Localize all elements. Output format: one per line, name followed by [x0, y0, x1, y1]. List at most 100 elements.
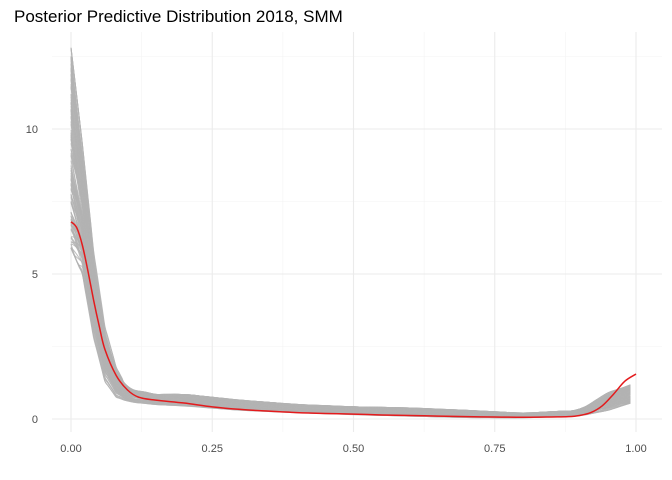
replicate-density-line — [70, 203, 631, 415]
replicate-density-line — [70, 139, 631, 414]
x-tick-label: 0.75 — [484, 443, 505, 455]
replicate-density-line — [70, 47, 631, 415]
replicate-density-line — [70, 77, 631, 416]
replicate-density-line — [70, 178, 631, 417]
replicate-density-line — [70, 180, 631, 415]
replicate-density-line — [70, 243, 631, 419]
replicate-density-line — [70, 67, 631, 417]
replicate-density-line — [70, 247, 631, 415]
replicate-density-line — [70, 79, 631, 418]
replicate-density-line — [70, 117, 631, 418]
replicate-density-line — [70, 229, 631, 418]
y-tick-label: 0 — [32, 414, 38, 426]
replicate-density-line — [70, 216, 631, 416]
replicate-density-line — [70, 63, 631, 418]
replicate-density-line — [70, 241, 631, 414]
y-tick-label: 10 — [26, 124, 38, 136]
replicate-density-line — [70, 155, 631, 414]
replicate-density-line — [70, 57, 631, 419]
replicate-density-line — [70, 212, 631, 416]
replicate-density-line — [70, 134, 631, 416]
replicate-density-line — [70, 47, 631, 416]
y-axis-ticks: 0 5 10 — [26, 124, 38, 426]
replicate-density-line — [70, 74, 631, 416]
replicate-density-line — [70, 86, 631, 418]
grid — [52, 32, 662, 432]
replicate-density-line — [70, 167, 631, 416]
replicate-density-line — [70, 183, 631, 415]
replicate-density-line — [70, 99, 631, 415]
replicate-density-line — [70, 87, 631, 414]
replicate-density-lines — [70, 47, 631, 419]
replicate-density-line — [70, 179, 631, 415]
replicate-density-line — [70, 85, 631, 415]
replicate-density-line — [70, 96, 631, 417]
replicate-density-line — [70, 201, 631, 417]
replicate-density-line — [70, 188, 631, 414]
replicate-density-line — [70, 68, 631, 416]
replicate-density-line — [70, 219, 631, 416]
replicate-density-line — [70, 109, 631, 415]
replicate-density-line — [70, 143, 631, 415]
replicate-density-line — [70, 124, 631, 417]
replicate-density-line — [70, 138, 631, 416]
replicate-density-line — [70, 194, 631, 416]
observed-density-path — [70, 221, 637, 419]
replicate-density-line — [70, 247, 631, 418]
replicate-density-line — [70, 148, 631, 416]
replicate-density-line — [70, 224, 631, 415]
replicate-density-line — [70, 165, 631, 416]
replicate-density-line — [70, 243, 631, 416]
replicate-density-line — [70, 218, 631, 416]
replicate-density-line — [70, 228, 631, 416]
x-tick-label: 0.25 — [202, 443, 223, 455]
replicate-density-line — [70, 228, 631, 415]
replicate-density-line — [70, 247, 631, 415]
replicate-density-line — [70, 178, 631, 416]
replicate-density-line — [70, 211, 631, 417]
y-tick-label: 5 — [32, 269, 38, 281]
replicate-density-line — [70, 132, 631, 418]
replicate-density-line — [70, 70, 631, 415]
replicate-density-line — [70, 153, 631, 414]
replicate-density-line — [70, 115, 631, 418]
replicate-density-line — [70, 154, 631, 416]
replicate-density-line — [70, 224, 631, 418]
replicate-density-line — [70, 102, 631, 416]
replicate-density-line — [70, 241, 631, 415]
replicate-density-line — [70, 178, 631, 415]
replicate-density-line — [70, 106, 631, 419]
replicate-density-line — [70, 67, 631, 418]
replicate-density-line — [70, 101, 631, 417]
replicate-density-line — [70, 247, 631, 416]
replicate-density-line — [70, 47, 631, 416]
replicate-density-line — [70, 94, 631, 414]
replicate-density-line — [70, 172, 631, 418]
replicate-density-line — [70, 236, 631, 417]
replicate-density-line — [70, 136, 631, 415]
replicate-density-line — [70, 224, 631, 416]
replicate-density-line — [70, 184, 631, 416]
replicate-density-line — [70, 47, 631, 414]
replicate-density-line — [70, 222, 631, 418]
replicate-density-line — [70, 111, 631, 415]
x-tick-label: 0.00 — [60, 443, 81, 455]
replicate-density-line — [70, 195, 631, 415]
replicate-density-line — [70, 193, 631, 417]
replicate-density-line — [70, 135, 631, 417]
replicate-density-line — [70, 247, 631, 419]
replicate-density-line — [70, 222, 631, 414]
replicate-density-line — [70, 237, 631, 416]
x-tick-label: 1.00 — [625, 443, 646, 455]
replicate-density-line — [70, 57, 631, 416]
replicate-density-line — [70, 102, 631, 415]
replicate-density-line — [70, 219, 631, 416]
replicate-density-line — [70, 60, 631, 416]
replicate-density-line — [70, 113, 631, 416]
replicate-density-line — [70, 236, 631, 415]
replicate-density-line — [70, 73, 631, 415]
replicate-density-line — [70, 121, 631, 418]
x-tick-label: 0.50 — [343, 443, 364, 455]
replicate-density-line — [70, 138, 631, 419]
